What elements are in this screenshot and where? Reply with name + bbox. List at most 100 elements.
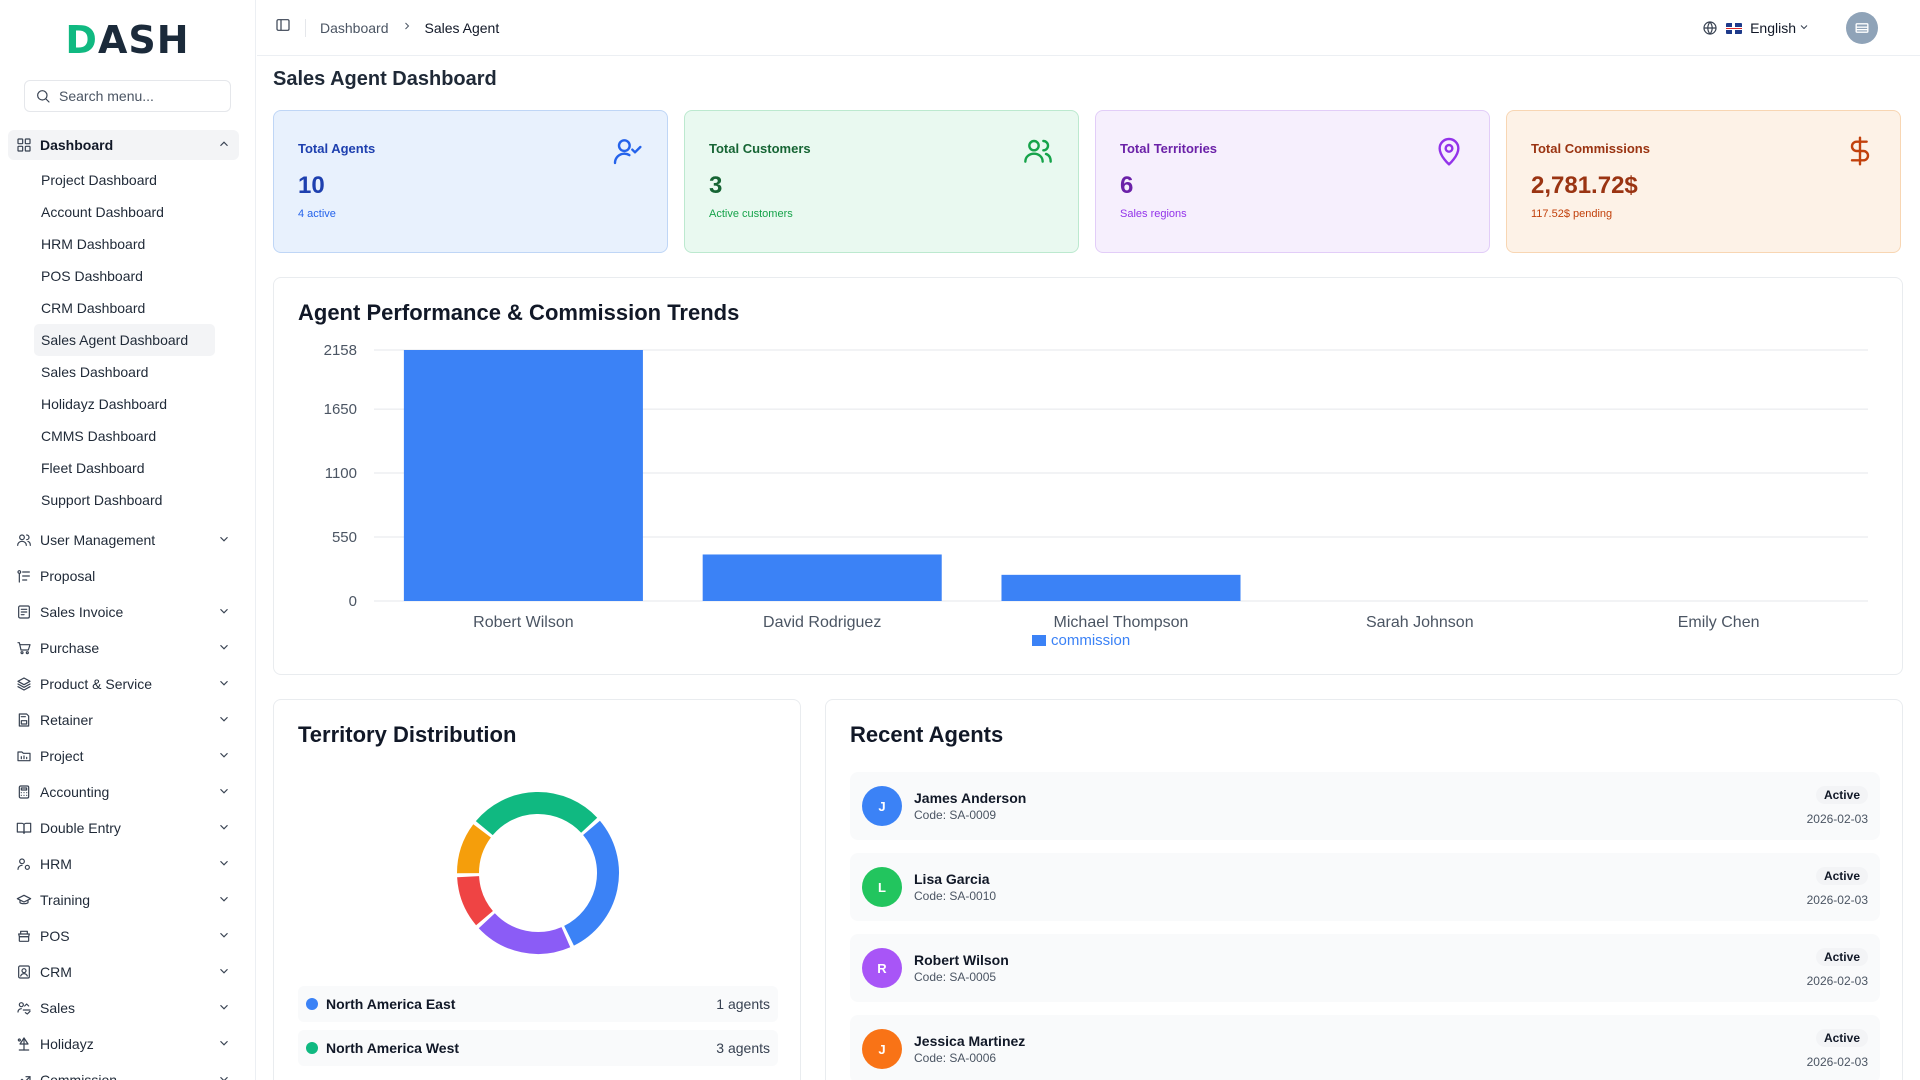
stat-card-value: 10 — [298, 172, 325, 199]
page-title: Sales Agent Dashboard — [273, 68, 497, 90]
agent-row[interactable]: R Robert Wilson Code: SA-0005 Active 2026-02… — [850, 934, 1880, 1002]
y-tick-label: 1100 — [325, 465, 357, 482]
sidebar-item[interactable]: Retainer — [8, 702, 239, 738]
proposal-icon — [16, 568, 32, 584]
dollar-icon — [1844, 135, 1876, 172]
status-badge: Active — [1815, 1029, 1868, 1047]
territory-count: 1 agents — [716, 996, 770, 1012]
sidebar-item-label: Holidayz — [40, 1036, 94, 1052]
holiday-icon — [16, 1036, 32, 1052]
trend-icon — [16, 1072, 32, 1080]
chevron-down-icon — [217, 964, 231, 981]
sidebar-item[interactable]: CRM — [8, 954, 239, 990]
sidebar-item-label: Project — [40, 748, 84, 764]
sidebar-toggle-icon[interactable] — [275, 17, 291, 38]
stat-card-subtext: Sales regions — [1120, 208, 1187, 220]
sidebar-item[interactable]: Holidayz — [8, 1026, 239, 1062]
stat-card: Total Customers 3 Active customers — [684, 110, 1079, 253]
sidebar-item-label: Accounting — [40, 784, 110, 800]
agent-avatar: L — [862, 867, 902, 907]
recent-agents-panel: Recent Agents J James Anderson Code: SA-00… — [825, 699, 1903, 1080]
performance-chart-title: Agent Performance & Commission Trends — [298, 300, 740, 325]
sidebar-subitem[interactable]: Holidayz Dashboard — [41, 396, 168, 412]
sidebar-item[interactable]: Proposal — [8, 558, 239, 594]
stat-card-title: Total Territories — [1120, 141, 1218, 156]
agent-name: Jessica Martinez — [914, 1033, 1026, 1049]
status-badge: Active — [1815, 867, 1868, 885]
agent-code: Code: SA-0006 — [914, 1051, 997, 1065]
sidebar-subitem[interactable]: POS Dashboard — [41, 268, 143, 284]
sidebar-item[interactable]: HRM — [8, 846, 239, 882]
chevron-down-icon — [217, 532, 231, 549]
sidebar-item[interactable]: Double Entry — [8, 810, 239, 846]
calculator-icon — [16, 784, 32, 800]
recent-agents-title: Recent Agents — [850, 722, 1004, 747]
territory-color-dot — [306, 998, 318, 1010]
sidebar-subitem[interactable]: Project Dashboard — [41, 172, 157, 188]
agent-code: Code: SA-0009 — [914, 808, 997, 822]
grid-icon — [16, 137, 32, 153]
sidebar-item-label: Sales Invoice — [40, 604, 124, 620]
agent-avatar: R — [862, 948, 902, 988]
donut-segment — [475, 792, 598, 836]
book-icon — [16, 820, 32, 836]
layers-icon — [16, 676, 32, 692]
invoice-icon — [16, 604, 32, 620]
users-icon — [1022, 135, 1054, 172]
sidebar-subitem[interactable]: Sales Agent Dashboard — [34, 324, 215, 356]
stat-card-subtext: Active customers — [709, 208, 793, 220]
search-input[interactable] — [59, 88, 239, 104]
y-tick-label: 2158 — [324, 342, 357, 359]
agent-date: 2026-02-03 — [1806, 1055, 1868, 1069]
language-selector[interactable]: English — [1702, 20, 1810, 36]
sidebar-subitem[interactable]: Account Dashboard — [41, 204, 164, 220]
sidebar-item[interactable]: Sales — [8, 990, 239, 1026]
sidebar-nav: User Management Proposal Sales Invoice Purc… — [0, 522, 255, 1080]
sidebar-item[interactable]: User Management — [8, 522, 239, 558]
sidebar-subitem[interactable]: CMMS Dashboard — [41, 428, 157, 444]
sidebar-item[interactable]: Accounting — [8, 774, 239, 810]
sidebar-item-dashboard[interactable]: Dashboard — [8, 130, 239, 160]
stat-card-value: 2,781.72$ — [1531, 172, 1638, 199]
sidebar-item[interactable]: Purchase — [8, 630, 239, 666]
sidebar-item-label: Dashboard — [40, 137, 114, 153]
breadcrumb-dashboard[interactable]: Dashboard — [320, 19, 389, 36]
sidebar-subitem[interactable]: Sales Dashboard — [41, 364, 149, 380]
sidebar-item[interactable]: Commission — [8, 1062, 239, 1080]
agent-date: 2026-02-03 — [1806, 974, 1868, 988]
legend-swatch — [1032, 635, 1046, 646]
chevron-up-icon — [217, 137, 231, 154]
donut-segment — [478, 912, 571, 954]
sidebar-subitem[interactable]: Support Dashboard — [41, 492, 163, 508]
sidebar-item[interactable]: Product & Service — [8, 666, 239, 702]
chevron-down-icon — [217, 604, 231, 621]
chevron-down-icon — [217, 928, 231, 945]
agent-name: Lisa Garcia — [914, 871, 990, 887]
sidebar-item[interactable]: Sales Invoice — [8, 594, 239, 630]
sidebar-item-label: POS — [40, 928, 70, 944]
agent-row[interactable]: J James Anderson Code: SA-0009 Active 2026-0… — [850, 772, 1880, 840]
y-tick-label: 0 — [349, 593, 357, 610]
search-box[interactable] — [24, 80, 239, 112]
sidebar-item-label: Double Entry — [40, 820, 121, 836]
sidebar-item[interactable]: Project — [8, 738, 239, 774]
territory-name: North America West — [326, 1040, 460, 1056]
sidebar-item-label: Purchase — [40, 640, 100, 656]
agent-row[interactable]: L Lisa Garcia Code: SA-0010 Active 2026-02-0… — [850, 853, 1880, 921]
legend-label: commission — [1051, 632, 1130, 649]
sidebar-subitem[interactable]: Fleet Dashboard — [41, 460, 145, 476]
performance-chart-panel: Agent Performance & Commission Trends 0 5… — [273, 277, 1903, 675]
sidebar-item-label: Proposal — [40, 568, 96, 584]
user-avatar[interactable] — [1846, 12, 1878, 44]
graduation-icon — [16, 892, 32, 908]
sidebar-item[interactable]: POS — [8, 918, 239, 954]
agent-row[interactable]: J Jessica Martinez Code: SA-0006 Active 2026… — [850, 1015, 1880, 1080]
territory-row: North America East 1 agents — [298, 986, 778, 1022]
stat-card-title: Total Customers — [709, 141, 811, 156]
sidebar-subitem[interactable]: HRM Dashboard — [41, 236, 146, 252]
header-divider — [305, 18, 306, 37]
sidebar-item[interactable]: Training — [8, 882, 239, 918]
app-logo[interactable]: DASH — [65, 18, 190, 62]
sidebar-item-label: Training — [40, 892, 91, 908]
sidebar-subitem[interactable]: CRM Dashboard — [41, 300, 146, 316]
